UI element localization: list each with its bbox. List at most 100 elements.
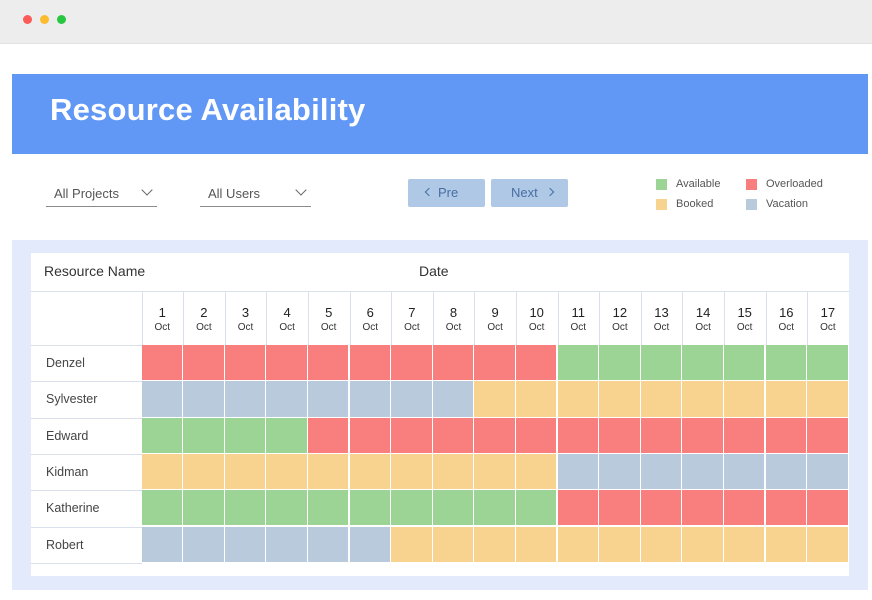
availability-cell-overloaded[interactable] <box>723 490 766 527</box>
availability-cell-booked[interactable] <box>515 381 558 418</box>
availability-cell-booked[interactable] <box>474 453 516 491</box>
availability-cell-vacation[interactable] <box>141 526 184 563</box>
availability-cell-available[interactable] <box>141 417 184 454</box>
availability-cell-vacation[interactable] <box>807 453 849 491</box>
availability-cell-vacation[interactable] <box>266 381 308 418</box>
availability-cell-available[interactable] <box>266 490 308 527</box>
availability-cell-overloaded[interactable] <box>682 490 724 527</box>
availability-cell-available[interactable] <box>765 345 808 382</box>
previous-button[interactable]: Pre <box>408 179 485 207</box>
availability-cell-booked[interactable] <box>432 453 475 491</box>
availability-cell-vacation[interactable] <box>682 453 724 491</box>
availability-cell-vacation[interactable] <box>141 381 184 418</box>
availability-cell-vacation[interactable] <box>349 526 392 563</box>
availability-cell-overloaded[interactable] <box>765 417 808 454</box>
availability-cell-available[interactable] <box>557 345 600 382</box>
availability-cell-booked[interactable] <box>474 526 516 563</box>
availability-cell-vacation[interactable] <box>266 526 308 563</box>
availability-cell-available[interactable] <box>266 417 308 454</box>
availability-cell-booked[interactable] <box>391 526 433 563</box>
availability-cell-overloaded[interactable] <box>349 417 392 454</box>
availability-cell-overloaded[interactable] <box>599 417 641 454</box>
availability-cell-vacation[interactable] <box>391 381 433 418</box>
availability-cell-overloaded[interactable] <box>765 490 808 527</box>
availability-cell-overloaded[interactable] <box>515 345 558 382</box>
availability-cell-booked[interactable] <box>682 381 724 418</box>
availability-cell-vacation[interactable] <box>723 453 766 491</box>
availability-cell-overloaded[interactable] <box>224 345 267 382</box>
availability-cell-available[interactable] <box>723 345 766 382</box>
projects-dropdown[interactable]: All Projects <box>46 183 157 207</box>
close-window-icon[interactable] <box>23 15 32 24</box>
availability-cell-booked[interactable] <box>640 526 683 563</box>
availability-cell-overloaded[interactable] <box>391 417 433 454</box>
availability-cell-available[interactable] <box>183 417 225 454</box>
availability-cell-vacation[interactable] <box>349 381 392 418</box>
availability-cell-booked[interactable] <box>183 453 225 491</box>
availability-cell-booked[interactable] <box>765 381 808 418</box>
availability-cell-available[interactable] <box>141 490 184 527</box>
availability-cell-booked[interactable] <box>557 526 600 563</box>
next-button[interactable]: Next <box>491 179 568 207</box>
availability-cell-available[interactable] <box>599 345 641 382</box>
availability-cell-booked[interactable] <box>307 453 350 491</box>
availability-cell-available[interactable] <box>640 345 683 382</box>
availability-cell-overloaded[interactable] <box>599 490 641 527</box>
availability-cell-overloaded[interactable] <box>266 345 308 382</box>
availability-cell-overloaded[interactable] <box>141 345 184 382</box>
availability-cell-overloaded[interactable] <box>391 345 433 382</box>
availability-cell-booked[interactable] <box>391 453 433 491</box>
availability-cell-booked[interactable] <box>515 453 558 491</box>
maximize-window-icon[interactable] <box>57 15 66 24</box>
availability-cell-available[interactable] <box>807 345 849 382</box>
availability-cell-available[interactable] <box>307 490 350 527</box>
availability-cell-available[interactable] <box>515 490 558 527</box>
availability-cell-booked[interactable] <box>723 381 766 418</box>
availability-cell-available[interactable] <box>391 490 433 527</box>
availability-cell-available[interactable] <box>224 490 267 527</box>
availability-cell-overloaded[interactable] <box>807 490 849 527</box>
availability-cell-booked[interactable] <box>807 526 849 563</box>
availability-cell-overloaded[interactable] <box>682 417 724 454</box>
availability-cell-overloaded[interactable] <box>723 417 766 454</box>
availability-cell-available[interactable] <box>349 490 392 527</box>
availability-cell-available[interactable] <box>474 490 516 527</box>
availability-cell-vacation[interactable] <box>557 453 600 491</box>
availability-cell-overloaded[interactable] <box>307 417 350 454</box>
availability-cell-booked[interactable] <box>765 526 808 563</box>
availability-cell-vacation[interactable] <box>183 381 225 418</box>
availability-cell-overloaded[interactable] <box>640 490 683 527</box>
availability-cell-booked[interactable] <box>557 381 600 418</box>
availability-cell-vacation[interactable] <box>307 381 350 418</box>
availability-cell-booked[interactable] <box>682 526 724 563</box>
users-dropdown[interactable]: All Users <box>200 183 311 207</box>
availability-cell-booked[interactable] <box>141 453 184 491</box>
availability-cell-booked[interactable] <box>640 381 683 418</box>
minimize-window-icon[interactable] <box>40 15 49 24</box>
availability-cell-vacation[interactable] <box>224 381 267 418</box>
availability-cell-available[interactable] <box>682 345 724 382</box>
availability-cell-overloaded[interactable] <box>307 345 350 382</box>
availability-cell-overloaded[interactable] <box>183 345 225 382</box>
availability-cell-booked[interactable] <box>599 381 641 418</box>
availability-cell-booked[interactable] <box>349 453 392 491</box>
availability-cell-overloaded[interactable] <box>640 417 683 454</box>
availability-cell-overloaded[interactable] <box>474 345 516 382</box>
availability-cell-available[interactable] <box>224 417 267 454</box>
availability-cell-overloaded[interactable] <box>515 417 558 454</box>
availability-cell-booked[interactable] <box>266 453 308 491</box>
availability-cell-vacation[interactable] <box>432 381 475 418</box>
availability-cell-overloaded[interactable] <box>349 345 392 382</box>
availability-cell-booked[interactable] <box>224 453 267 491</box>
availability-cell-vacation[interactable] <box>640 453 683 491</box>
availability-cell-vacation[interactable] <box>224 526 267 563</box>
availability-cell-vacation[interactable] <box>183 526 225 563</box>
availability-cell-overloaded[interactable] <box>432 417 475 454</box>
availability-cell-overloaded[interactable] <box>557 417 600 454</box>
availability-cell-available[interactable] <box>432 490 475 527</box>
availability-cell-booked[interactable] <box>723 526 766 563</box>
availability-cell-booked[interactable] <box>474 381 516 418</box>
availability-cell-overloaded[interactable] <box>474 417 516 454</box>
availability-cell-overloaded[interactable] <box>807 417 849 454</box>
availability-cell-booked[interactable] <box>515 526 558 563</box>
